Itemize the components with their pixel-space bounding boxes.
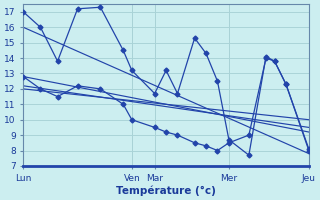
X-axis label: Température (°c): Température (°c) (116, 185, 216, 196)
